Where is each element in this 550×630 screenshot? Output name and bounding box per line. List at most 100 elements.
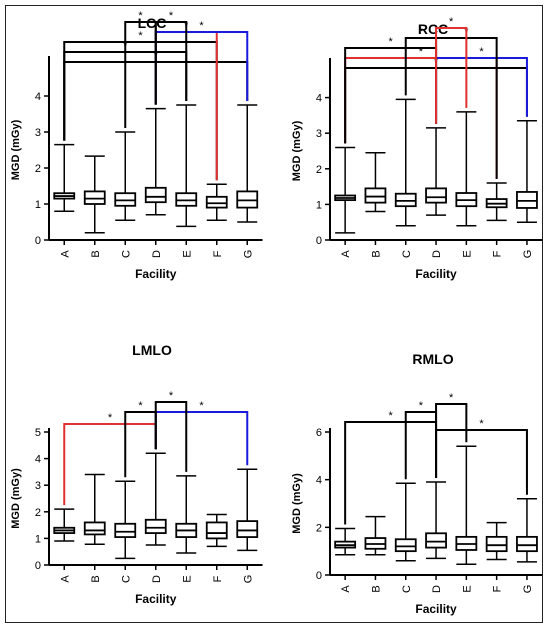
significance-star: * [479,46,484,58]
significance-star: * [388,410,393,422]
box-E [455,111,478,227]
significance-bracket [344,47,438,144]
box-body [425,532,447,549]
y-tick-label: 4 [316,93,322,105]
box-E [175,475,198,554]
x-tick-label: D [431,585,443,593]
y-tick-label: 3 [316,128,322,140]
x-tick-label: B [90,575,102,582]
box-A [53,143,76,212]
significance-star: * [169,10,174,22]
significance-bracket [435,403,468,479]
x-tick-label: D [151,250,163,258]
chart-title: LMLO [132,342,172,358]
significance-star: * [419,46,424,58]
x-tick-label: G [522,250,534,259]
box-A [334,527,357,556]
chart-panel-rmlo: RMLO 0 2 4 6 MGD (mGy) A B C D E F G Facility * * * * [291,351,543,616]
box-body [83,521,106,536]
y-tick-label: 0 [35,235,41,247]
x-tick-label: E [181,575,193,582]
significance-star: * [449,392,454,404]
significance-bracket [154,21,188,105]
x-tick-label: F [212,250,224,257]
box-A [334,146,357,234]
box-F [485,182,508,222]
significance-star: * [108,412,113,424]
y-tick-label: 1 [316,199,322,211]
y-tick-label: 2 [35,163,41,175]
chart-panel-lmlo: LMLO 0 1 2 3 4 5 MGD (mGy) A B C D E F G Facility * * * * [10,342,263,606]
y-axis-label: MGD (mGy) [291,473,303,534]
box-F [205,183,228,221]
y-tick-label: 6 [316,427,322,439]
significance-star: * [138,400,143,412]
box-B [83,473,106,546]
y-tick-label: 0 [316,235,322,247]
box-body [394,538,417,553]
x-tick-label: B [370,585,382,592]
box-G [236,468,259,552]
significance-bracket [435,27,468,124]
box-body [144,518,167,534]
significance-star: * [388,36,393,48]
x-tick-label: E [181,250,193,257]
x-tick-label: G [242,575,254,584]
significance-bracket [344,421,438,525]
significance-bracket [124,411,157,478]
x-axis-label: Facility [135,592,177,606]
significance-star: * [138,10,143,22]
y-tick-label: 1 [35,533,41,545]
box-A [53,508,76,542]
box-C [394,482,417,562]
y-tick-label: 4 [35,91,41,103]
x-axis-label: Facility [415,267,457,281]
significance-star: * [138,30,143,42]
box-G [516,497,538,563]
x-axis-label: Facility [415,602,457,616]
chart-title: RMLO [412,351,453,367]
significance-star: * [199,20,204,32]
y-axis-label: MGD (mGy) [291,120,303,181]
box-G [516,119,538,223]
x-tick-label: A [340,585,352,593]
x-tick-label: G [242,250,254,259]
x-tick-label: B [90,250,102,257]
x-tick-label: A [59,575,71,583]
box-E [175,104,198,228]
x-tick-label: C [401,585,413,593]
box-body [144,186,167,204]
x-tick-label: F [212,575,224,582]
y-tick-label: 3 [35,127,41,139]
box-C [114,480,137,560]
y-tick-label: 2 [35,507,41,519]
box-F [485,521,508,561]
box-C [394,98,417,227]
x-tick-label: C [120,250,132,258]
significance-star: * [449,16,454,28]
box-D [144,107,167,216]
box-body [205,521,228,540]
x-tick-label: F [492,250,504,257]
significance-bracket [63,423,157,506]
x-tick-label: E [461,585,473,592]
box-C [114,131,137,221]
y-tick-label: 2 [316,522,322,534]
box-E [455,445,478,566]
x-tick-label: C [401,250,413,258]
chart-title: RCC [418,21,448,37]
y-tick-label: 4 [35,454,41,466]
box-body [205,195,228,209]
box-D [425,481,447,560]
x-tick-label: B [370,250,382,257]
y-tick-label: 5 [35,427,41,439]
box-G [236,104,259,223]
significance-bracket [154,401,188,472]
x-tick-label: F [492,585,504,592]
x-tick-label: E [461,250,473,257]
x-tick-label: A [59,250,71,258]
x-tick-label: D [431,250,443,258]
x-tick-label: A [340,250,352,258]
box-F [205,513,228,548]
